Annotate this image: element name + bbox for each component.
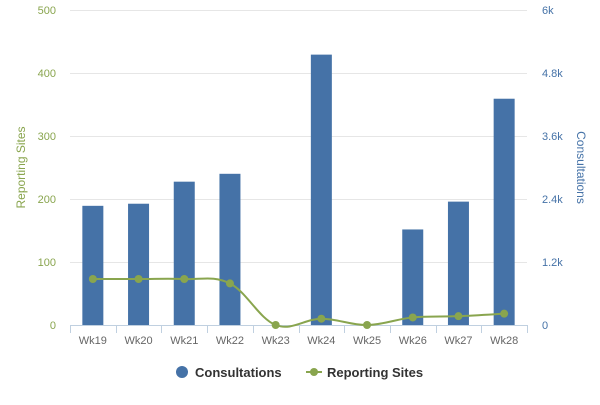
x-tick-label: Wk20 bbox=[124, 335, 152, 347]
y-right-tick-label: 4.8k bbox=[542, 68, 563, 80]
bar-consultations[interactable] bbox=[310, 54, 332, 325]
x-tick-label: Wk21 bbox=[170, 335, 198, 347]
bar-consultations[interactable] bbox=[402, 229, 424, 325]
point-reporting-sites[interactable] bbox=[454, 312, 463, 321]
point-reporting-sites[interactable] bbox=[500, 309, 509, 318]
x-tick-label: Wk26 bbox=[399, 335, 427, 347]
point-reporting-sites[interactable] bbox=[317, 314, 326, 323]
bar-consultations[interactable] bbox=[493, 98, 515, 325]
x-tick-label: Wk22 bbox=[216, 335, 244, 347]
legend-label-reporting-sites: Reporting Sites bbox=[327, 365, 423, 380]
legend-marker-consultations[interactable] bbox=[176, 366, 188, 378]
y-right-tick-label: 2.4k bbox=[542, 194, 563, 206]
legend-label-consultations: Consultations bbox=[195, 365, 282, 380]
point-reporting-sites[interactable] bbox=[225, 279, 234, 288]
x-tick-label: Wk24 bbox=[307, 335, 335, 347]
y-right-tick-label: 6k bbox=[542, 5, 554, 17]
y-right-axis-title: Consultations bbox=[574, 131, 588, 204]
bar-consultations[interactable] bbox=[128, 203, 150, 325]
legend-marker-reporting-sites[interactable] bbox=[310, 368, 318, 376]
point-reporting-sites[interactable] bbox=[180, 275, 189, 284]
y-left-tick-label: 300 bbox=[38, 131, 56, 143]
y-right-tick-label: 0 bbox=[542, 320, 548, 332]
y-left-tick-label: 500 bbox=[38, 5, 56, 17]
point-reporting-sites[interactable] bbox=[88, 275, 97, 284]
y-left-tick-label: 100 bbox=[38, 257, 56, 269]
x-tick-label: Wk28 bbox=[490, 335, 518, 347]
point-reporting-sites[interactable] bbox=[363, 321, 372, 329]
x-tick-label: Wk23 bbox=[262, 335, 290, 347]
bar-consultations[interactable] bbox=[173, 181, 195, 325]
x-tick-label: Wk27 bbox=[444, 335, 472, 347]
bar-consultations[interactable] bbox=[447, 201, 469, 325]
point-reporting-sites[interactable] bbox=[134, 275, 143, 284]
y-right-tick-label: 1.2k bbox=[542, 257, 563, 269]
y-right-tick-label: 3.6k bbox=[542, 131, 563, 143]
point-reporting-sites[interactable] bbox=[271, 321, 280, 329]
point-reporting-sites[interactable] bbox=[408, 313, 417, 322]
y-left-tick-label: 400 bbox=[38, 68, 56, 80]
y-left-tick-label: 0 bbox=[50, 320, 56, 332]
y-left-axis-title: Reporting Sites bbox=[14, 126, 28, 208]
bar-consultations[interactable] bbox=[219, 173, 241, 325]
y-left-tick-label: 200 bbox=[38, 194, 56, 206]
bar-consultations[interactable] bbox=[82, 205, 104, 325]
x-tick-label: Wk25 bbox=[353, 335, 381, 347]
x-tick-label: Wk19 bbox=[79, 335, 107, 347]
line-reporting-sites[interactable] bbox=[92, 277, 505, 328]
